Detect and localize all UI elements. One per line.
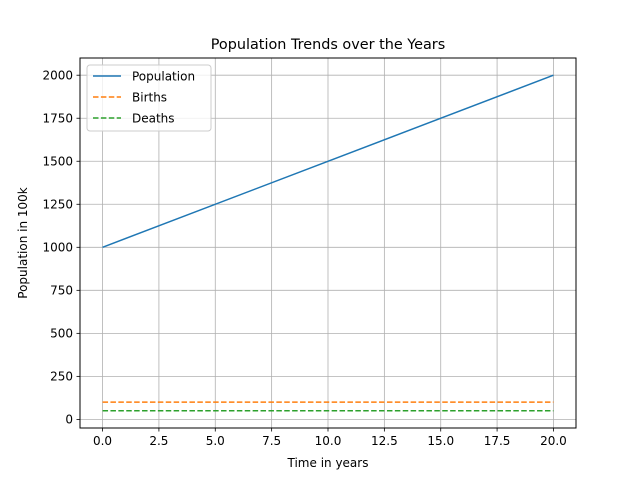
legend-label-births: Births xyxy=(132,90,167,104)
grid xyxy=(80,58,576,428)
legend: Population Births Deaths xyxy=(86,64,212,132)
x-tick-label: 5.0 xyxy=(206,434,225,448)
x-tick-label: 10.0 xyxy=(315,434,342,448)
series-lines xyxy=(102,74,554,412)
legend-label-population: Population xyxy=(132,69,195,83)
legend-label-deaths: Deaths xyxy=(132,111,175,125)
y-tick-label: 1250 xyxy=(42,198,73,212)
y-tick-label: 500 xyxy=(50,327,73,341)
y-tick-label: 750 xyxy=(50,284,73,298)
y-tick-label: 2000 xyxy=(42,69,73,83)
y-tick-label: 1000 xyxy=(42,241,73,255)
y-tick-label: 0 xyxy=(65,413,73,427)
x-tick-label: 7.5 xyxy=(262,434,281,448)
axis-ticks: 0.0 2.5 5.0 7.5 10.0 12.5 15.0 17.5 20.0 0 250 500 7… xyxy=(42,69,566,448)
y-axis-label: Population in 100k xyxy=(16,187,30,299)
y-tick-label: 250 xyxy=(50,370,73,384)
x-tick-label: 20.0 xyxy=(540,434,567,448)
chart-title: Population Trends over the Years xyxy=(211,37,445,53)
x-tick-label: 0.0 xyxy=(93,434,112,448)
x-tick-label: 15.0 xyxy=(427,434,454,448)
y-tick-label: 1500 xyxy=(42,155,73,169)
x-axis-label: Time in years xyxy=(287,456,369,470)
x-tick-label: 12.5 xyxy=(371,434,398,448)
x-tick-label: 2.5 xyxy=(149,434,168,448)
legend-box xyxy=(86,64,212,132)
x-tick-label: 17.5 xyxy=(484,434,511,448)
y-tick-label: 1750 xyxy=(42,112,73,126)
series-line-population xyxy=(102,74,554,249)
